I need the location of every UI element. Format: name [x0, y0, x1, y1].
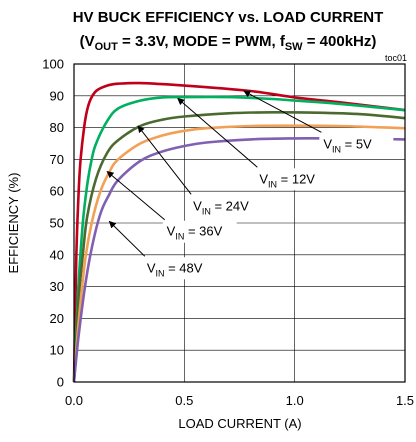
y-tick-label: 30 — [50, 279, 64, 294]
y-tick-label: 10 — [50, 343, 64, 358]
annotation-arrow-3 — [137, 125, 192, 195]
y-tick-label: 60 — [50, 184, 64, 199]
chart-title: HV BUCK EFFICIENCY vs. LOAD CURRENT — [73, 9, 384, 26]
x-tick-label: 0.0 — [65, 393, 83, 408]
y-tick-label: 40 — [50, 247, 64, 262]
annotation-arrows — [106, 90, 322, 257]
y-tick-label: 0 — [57, 375, 64, 390]
annotation-arrow-4 — [106, 171, 166, 221]
y-tick-label: 80 — [50, 120, 64, 135]
subtitle-sub-sw: SW — [285, 41, 303, 53]
plot-frame — [73, 63, 406, 383]
x-tick-label: 0.5 — [175, 393, 193, 408]
y-tick-label: 70 — [50, 152, 64, 167]
annotation-arrow-1 — [243, 90, 322, 133]
annotation-arrow-2 — [177, 97, 258, 168]
series-line-4 — [72, 124, 406, 383]
annotation-backdrop-1 — [319, 133, 394, 156]
annotation-label-3: VIN = 24V — [193, 198, 249, 216]
series-line-2 — [72, 95, 406, 383]
gridlines — [74, 64, 405, 382]
subtitle-sub-out: OUT — [95, 41, 119, 53]
subtitle-open: (V — [80, 33, 95, 50]
x-tick-label: 1.0 — [286, 393, 304, 408]
y-tick-label: 20 — [50, 311, 64, 326]
y-axis-label: EFFICIENCY (%) — [6, 173, 21, 274]
annotation-label-1: VIN = 5V — [323, 136, 372, 154]
annotation-backdrop-5 — [142, 257, 217, 280]
x-axis-ticks: 0.0 0.5 1.0 1.5 — [65, 393, 414, 408]
y-tick-label: 50 — [50, 216, 64, 231]
annotation-backdrop-4 — [162, 220, 237, 243]
annotation-label-2: VIN = 12V — [259, 171, 315, 189]
annotation-label-5: VIN = 48V — [147, 260, 203, 278]
series-line-1 — [72, 81, 406, 383]
chart-subtitle: (VOUT = 3.3V, MODE = PWM, fSW = 400kHz) — [80, 33, 377, 53]
x-axis-label: LOAD CURRENT (A) — [178, 416, 301, 431]
annotation-arrow-5 — [108, 220, 146, 257]
subtitle-tail: = 400kHz) — [303, 33, 377, 50]
subtitle-middle: = 3.3V, MODE = PWM, f — [118, 33, 286, 50]
x-tick-label: 1.5 — [396, 393, 414, 408]
y-tick-label: 100 — [42, 57, 64, 72]
annotation-backdrop-3 — [189, 195, 264, 218]
series-line-5 — [72, 137, 406, 383]
y-axis-ticks: 0 10 20 30 40 50 60 70 80 90 100 — [42, 57, 64, 390]
y-tick-label: 90 — [50, 88, 64, 103]
annotation-label-4: VIN = 36V — [167, 224, 223, 242]
vin-annotations: VIN = 5V VIN = 12V VIN = 24V VIN = 36V VIN =… — [142, 133, 394, 280]
annotation-backdrop-2 — [255, 168, 330, 191]
figure-tag: toc01 — [385, 53, 407, 63]
